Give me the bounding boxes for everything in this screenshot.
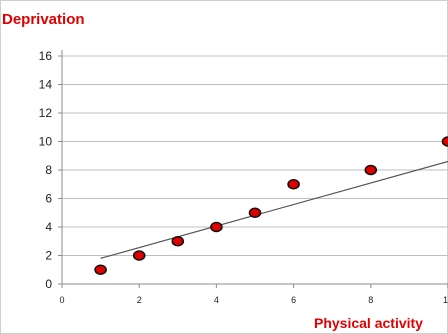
y-tick-label-6: 6 — [45, 192, 52, 206]
data-point-4 — [210, 221, 223, 233]
y-tick-label-4: 4 — [45, 220, 52, 234]
x-tick-label-0: 0 — [59, 295, 64, 305]
y-tick-label-0: 0 — [45, 277, 52, 291]
x-axis-label: Physical activity — [314, 315, 423, 331]
y-tick-label-14: 14 — [39, 78, 53, 92]
data-points — [94, 136, 448, 276]
x-tick-label-6: 6 — [291, 295, 296, 305]
x-tick-label-4: 4 — [214, 295, 219, 305]
x-tick-labels: 0 2 4 6 8 10 — [59, 295, 448, 305]
trendline-layer — [100, 160, 448, 259]
data-point-3 — [171, 235, 185, 247]
y-tick-label-10: 10 — [39, 135, 53, 149]
data-point-5 — [248, 207, 262, 219]
y-tick-labels: 0 2 4 6 8 10 12 14 16 — [39, 49, 53, 291]
y-tick-label-12: 12 — [39, 106, 53, 120]
axes — [58, 50, 448, 288]
y-tick-label-2: 2 — [45, 249, 52, 263]
x-tick-label-10: 10 — [443, 295, 448, 305]
y-tick-label-16: 16 — [39, 49, 53, 63]
trendline — [100, 160, 448, 259]
data-point-7 — [364, 164, 378, 176]
data-point-1 — [94, 264, 107, 276]
gridlines — [62, 55, 448, 256]
y-axis-label: Deprivation — [2, 11, 85, 28]
x-tick-label-8: 8 — [368, 295, 373, 305]
data-point-6 — [287, 178, 300, 190]
data-point-2 — [132, 250, 146, 261]
y-tick-label-8: 8 — [45, 163, 52, 177]
x-tick-label-2: 2 — [137, 295, 142, 305]
data-point-8 — [441, 136, 448, 147]
